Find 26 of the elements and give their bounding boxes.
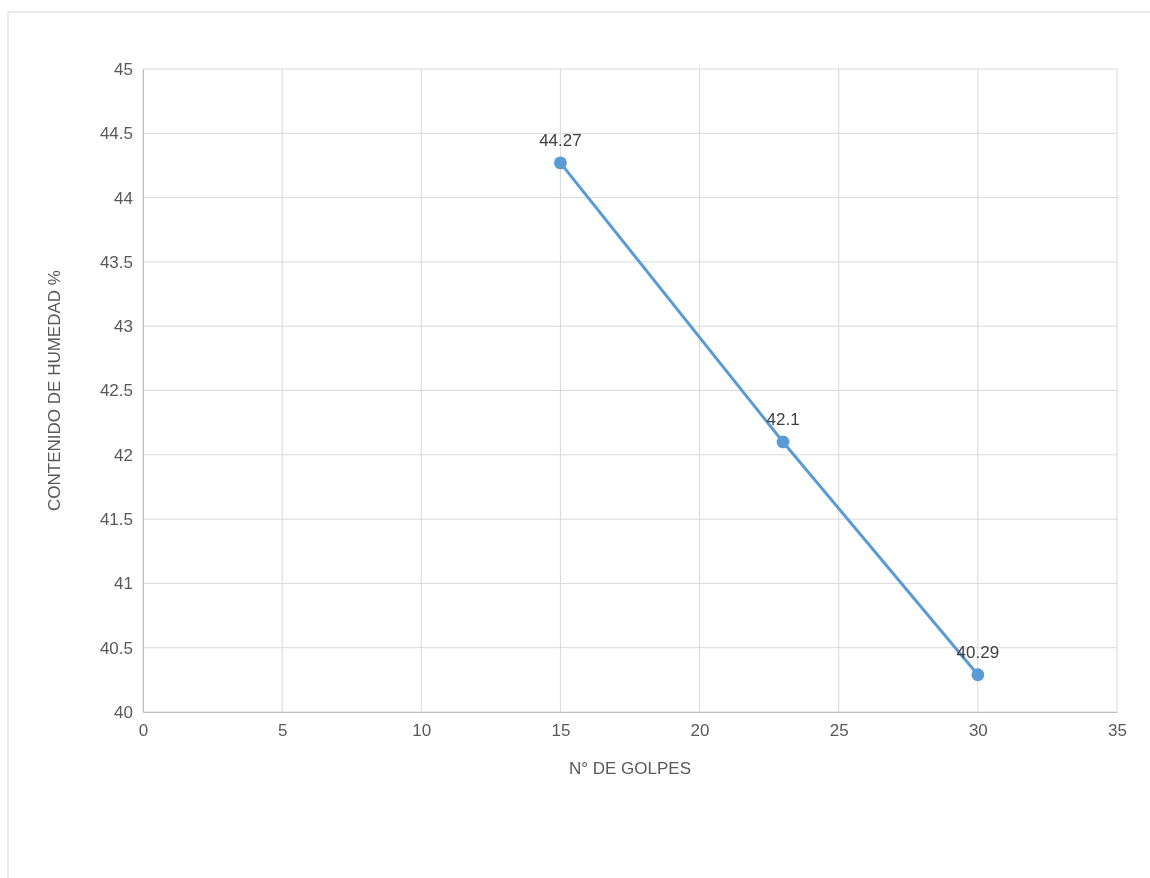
x-tick-label: 10 bbox=[412, 721, 432, 741]
point bbox=[971, 668, 985, 682]
data-label: 42.1 bbox=[766, 409, 800, 429]
y-tick-label: 41.5 bbox=[99, 510, 133, 530]
y-tick-label: 42 bbox=[114, 445, 133, 465]
x-tick-label: 25 bbox=[829, 721, 849, 741]
x-tick-label: 0 bbox=[138, 721, 149, 741]
x-axis-title: N° DE GOLPES bbox=[568, 759, 692, 778]
y-tick-label: 43.5 bbox=[99, 252, 133, 272]
point bbox=[776, 435, 790, 449]
y-tick-label: 40.5 bbox=[99, 638, 133, 658]
x-tick-label: 35 bbox=[1108, 721, 1127, 741]
y-tick-label: 44 bbox=[114, 188, 133, 208]
x-tick-label: 5 bbox=[277, 721, 288, 741]
y-axis-title: CONTENIDO DE HUMEDAD % bbox=[45, 270, 64, 511]
x-tick-label: 20 bbox=[690, 721, 710, 741]
x-tick-label: 15 bbox=[551, 721, 571, 741]
y-tick-label: 44.5 bbox=[99, 124, 133, 144]
y-tick-label: 42.5 bbox=[99, 381, 133, 401]
data-label: 44.27 bbox=[539, 130, 582, 150]
y-tick-label: 43 bbox=[114, 317, 133, 337]
y-tick-label: 40 bbox=[114, 702, 133, 722]
x-tick-label: 30 bbox=[968, 721, 988, 741]
point bbox=[554, 156, 567, 170]
y-tick-label: 41 bbox=[114, 574, 133, 594]
y-tick-label: 45 bbox=[114, 59, 133, 79]
